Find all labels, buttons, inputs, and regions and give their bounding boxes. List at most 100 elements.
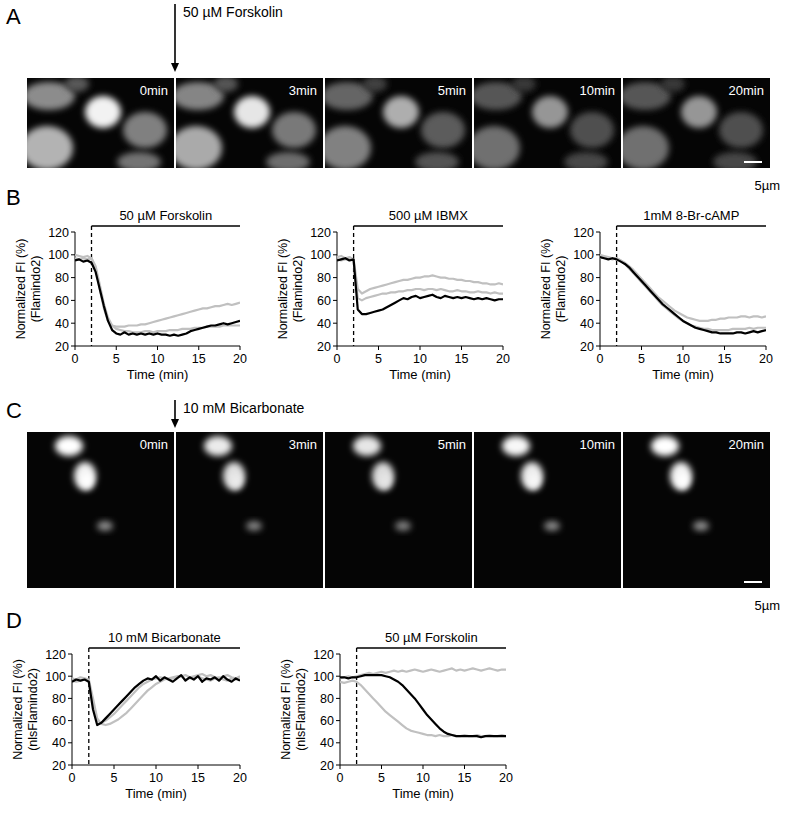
x-tick-label: 20 — [233, 352, 247, 366]
y-tick — [68, 676, 72, 677]
frame — [176, 78, 323, 168]
y-tick-label: 80 — [52, 692, 66, 706]
cell — [117, 152, 161, 168]
y-tick — [68, 654, 72, 655]
cell — [395, 521, 411, 531]
x-tick-label: 15 — [458, 771, 472, 785]
y-tick — [333, 323, 337, 324]
y-tick — [336, 720, 340, 721]
y-tick — [71, 346, 75, 347]
x-tick — [766, 346, 767, 350]
x-tick-label: 10 — [676, 352, 690, 366]
x-tick-label: 10 — [151, 352, 165, 366]
y-axis — [72, 654, 73, 765]
cell — [223, 462, 245, 490]
panel-label: D — [6, 608, 22, 633]
treatment-line — [353, 226, 354, 346]
cell — [204, 436, 232, 456]
x-tick-label: 15 — [192, 352, 206, 366]
x-tick-label: 5 — [378, 771, 385, 785]
treatment-bar — [89, 647, 240, 649]
cell — [474, 126, 520, 168]
treatment-bar — [354, 225, 503, 227]
y-tick-label: 100 — [313, 670, 334, 684]
cell — [651, 436, 679, 456]
frame-time: 0min — [140, 83, 168, 98]
y-tick — [336, 742, 340, 743]
x-tick — [156, 765, 157, 769]
x-tick-label: 0 — [597, 352, 604, 366]
y-tick — [336, 698, 340, 699]
y-tick-label: 40 — [52, 736, 66, 750]
x-tick — [157, 346, 158, 350]
annotation: 50 µM Forskolin — [183, 4, 283, 20]
x-tick-label: 10 — [416, 771, 430, 785]
y-axis-label: (Flamindo2) — [291, 256, 305, 323]
treatment-line — [88, 648, 89, 765]
frame-bg — [176, 432, 323, 588]
cell — [230, 473, 242, 489]
cell — [379, 473, 391, 489]
x-tick — [198, 346, 199, 350]
x-tick-label: 0 — [334, 352, 341, 366]
series-group — [340, 668, 506, 737]
x-axis — [72, 765, 240, 766]
x-tick-label: 0 — [72, 352, 79, 366]
series-group — [600, 255, 766, 334]
cell — [234, 96, 270, 128]
y-tick-label: 40 — [320, 736, 334, 750]
cell — [713, 152, 757, 168]
frame — [325, 78, 472, 168]
y-axis-label: Normalized FI (%) — [11, 659, 25, 760]
y-tick — [68, 720, 72, 721]
y-tick — [71, 300, 75, 301]
cell — [123, 112, 167, 148]
treatment-bar — [357, 647, 506, 649]
y-tick-label: 120 — [313, 648, 334, 662]
x-tick-label: 15 — [718, 352, 732, 366]
series-line — [72, 674, 240, 725]
x-tick — [75, 346, 76, 350]
x-tick-label: 10 — [149, 771, 163, 785]
panel-label: B — [6, 185, 21, 210]
series-group — [337, 256, 503, 314]
y-tick-label: 40 — [580, 317, 594, 331]
x-tick — [724, 346, 725, 350]
y-tick-label: 120 — [573, 226, 594, 240]
frame — [623, 432, 770, 588]
x-axis — [340, 765, 506, 766]
series-line — [337, 258, 503, 314]
x-tick — [337, 346, 338, 350]
arrow-head — [171, 63, 179, 72]
y-axis-label: Normalized FI (%) — [539, 239, 553, 340]
arrow-head — [171, 419, 179, 428]
cell — [544, 521, 560, 531]
scale-bar — [744, 161, 762, 163]
y-axis-label: Normalized FI (%) — [276, 239, 290, 340]
chart-title: 1mM 8-Br-cAMP — [643, 208, 739, 223]
frame-bg — [27, 432, 174, 588]
x-tick-label: 15 — [455, 352, 469, 366]
frame — [27, 78, 174, 168]
y-tick — [336, 676, 340, 677]
cell — [570, 112, 614, 148]
x-tick-label: 5 — [375, 352, 382, 366]
y-tick — [596, 232, 600, 233]
frame — [474, 432, 621, 588]
series-line — [337, 258, 503, 300]
y-tick-label: 60 — [55, 294, 69, 308]
x-tick — [72, 765, 73, 769]
y-tick-label: 80 — [317, 271, 331, 285]
chart: B50 µM Forskolin2040608010012005101520Ti… — [6, 185, 247, 382]
y-tick-label: 80 — [55, 271, 69, 285]
x-tick — [378, 346, 379, 350]
y-tick — [336, 765, 340, 766]
chart-title: 50 µM Forskolin — [385, 630, 478, 645]
y-tick — [71, 254, 75, 255]
y-tick — [71, 232, 75, 233]
frame — [325, 432, 472, 588]
cell — [383, 96, 419, 128]
y-tick-label: 40 — [317, 317, 331, 331]
x-tick — [600, 346, 601, 350]
x-axis-label: Time (min) — [125, 786, 187, 801]
